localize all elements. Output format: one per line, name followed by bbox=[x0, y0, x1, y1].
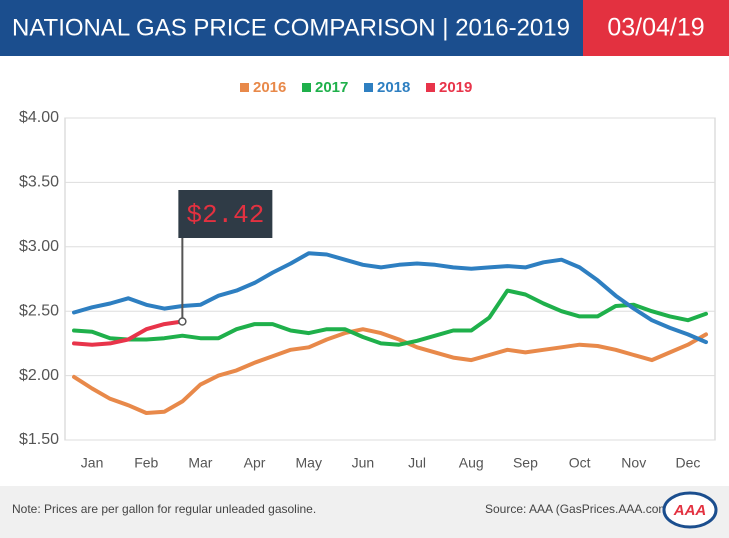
title: NATIONAL GAS PRICE COMPARISON | 2016-201… bbox=[12, 14, 570, 41]
series-line bbox=[72, 319, 185, 347]
footer-bar bbox=[0, 486, 729, 538]
x-tick-label: Feb bbox=[134, 455, 158, 471]
legend-label: 2017 bbox=[315, 79, 348, 96]
plot: $1.50 $2.00 $2.50 $3.00 $3.50 $4.00 Jan Feb Mar A… bbox=[19, 79, 716, 471]
legend-swatch bbox=[426, 83, 435, 92]
x-tick-label: Jul bbox=[408, 455, 426, 471]
note: Note: Prices are per gallon for regular … bbox=[12, 502, 316, 516]
series-line bbox=[72, 327, 708, 415]
annotation: $2.42 bbox=[186, 200, 264, 230]
date-box bbox=[583, 0, 729, 56]
y-tick-label: $1.50 bbox=[19, 431, 59, 448]
series-line bbox=[72, 251, 708, 345]
logo: AAA bbox=[673, 502, 707, 519]
flag-point bbox=[178, 317, 187, 326]
logo-ring bbox=[662, 491, 718, 529]
y-tick-label: $2.50 bbox=[19, 302, 59, 319]
source: Source: AAA (GasPrices.AAA.com) bbox=[485, 502, 672, 516]
legend-swatch bbox=[240, 83, 249, 92]
y-tick-label: $4.00 bbox=[19, 109, 59, 126]
legend-swatch bbox=[364, 83, 373, 92]
x-tick-label: Sep bbox=[513, 455, 538, 471]
x-tick-label: Mar bbox=[188, 455, 212, 471]
x-tick-label: Jan bbox=[81, 455, 104, 471]
series-line bbox=[72, 288, 708, 347]
legend-label: 2019 bbox=[439, 79, 472, 96]
date: 03/04/19 bbox=[607, 14, 704, 42]
x-tick-label: Jun bbox=[352, 455, 375, 471]
x-tick-label: Apr bbox=[244, 455, 266, 471]
x-tick-label: May bbox=[296, 455, 322, 471]
y-tick-label: $3.50 bbox=[19, 174, 59, 191]
y-tick-label: $3.00 bbox=[19, 238, 59, 255]
flag-box bbox=[178, 190, 273, 238]
x-tick-label: Nov bbox=[621, 455, 646, 471]
x-tick-label: Aug bbox=[459, 455, 484, 471]
legend-swatch bbox=[302, 83, 311, 92]
x-tick-label: Dec bbox=[675, 455, 700, 471]
legend-label: 2016 bbox=[253, 79, 286, 96]
x-tick-label: Oct bbox=[569, 455, 591, 471]
title-bar bbox=[0, 0, 583, 56]
legend-label: 2018 bbox=[377, 79, 410, 96]
y-tick-label: $2.00 bbox=[19, 367, 59, 384]
